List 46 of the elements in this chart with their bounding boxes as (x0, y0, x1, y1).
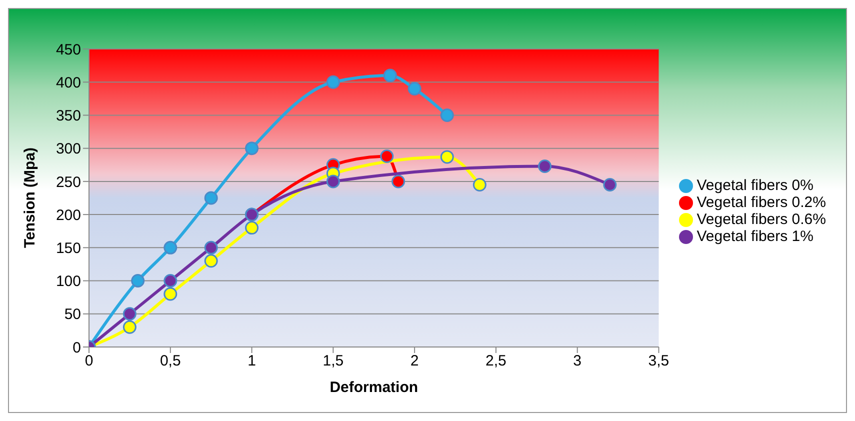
y-tick-label: 400 (56, 74, 81, 92)
point (326, 75, 340, 89)
point (472, 178, 486, 192)
legend-label: Vegetal fibers 1% (696, 228, 814, 244)
point (122, 307, 136, 321)
x-tick-label: 2 (410, 352, 419, 370)
point (122, 320, 136, 334)
x-tick-label: 0 (84, 352, 94, 370)
legend-label: Vegetal fibers 0.6% (696, 210, 826, 228)
x-tick-label: 2,5 (486, 352, 506, 370)
y-axis-title: Tension (Mpa) (21, 147, 38, 248)
y-tick-label: 100 (56, 273, 81, 290)
legend-label: Vegetal fibers 0.2% (696, 194, 826, 210)
x-tick-label: 3,5 (648, 352, 670, 370)
point (380, 150, 394, 164)
point (204, 240, 218, 254)
y-tick-label: 0 (72, 339, 81, 356)
point (164, 287, 178, 301)
point (164, 240, 178, 254)
x-axis-title: Deformation (330, 379, 418, 396)
point (131, 274, 145, 288)
point (204, 191, 218, 205)
legend-label: Vegetal fibers 0% (696, 176, 814, 194)
y-tick-label: 200 (56, 206, 81, 224)
point (245, 142, 259, 156)
point (603, 178, 617, 192)
y-tick-label: 300 (56, 140, 81, 158)
y-tick-label: 250 (56, 174, 81, 191)
y-tick-label: 350 (56, 108, 81, 125)
y-tick-label: 50 (64, 306, 81, 324)
point (392, 174, 406, 188)
x-tick-label: 1,5 (322, 352, 344, 370)
x-tick-label: 3 (573, 352, 582, 370)
point (408, 82, 422, 96)
y-tick-label: 150 (56, 240, 81, 257)
point (538, 159, 552, 173)
point (204, 254, 218, 268)
x-tick-label: 0,5 (160, 352, 181, 370)
point (440, 108, 454, 122)
point (440, 150, 454, 164)
point (245, 221, 259, 235)
point (164, 274, 178, 288)
x-tick-label: 1 (248, 352, 256, 370)
point (383, 68, 397, 82)
point (326, 174, 340, 188)
y-tick-label: 450 (56, 41, 81, 58)
